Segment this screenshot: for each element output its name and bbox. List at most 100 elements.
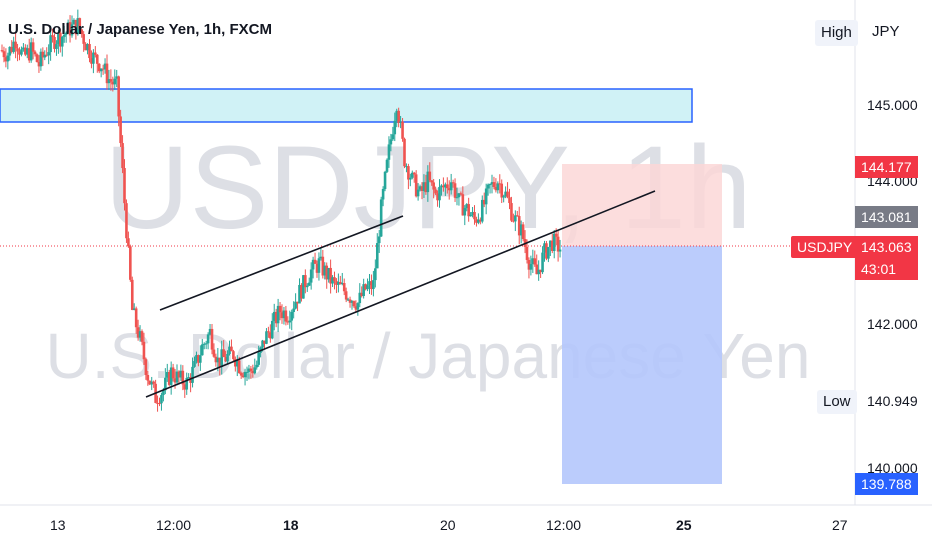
position-stop-zone[interactable] — [562, 164, 722, 246]
candle-body — [22, 47, 25, 50]
candle-body — [550, 240, 554, 251]
candle-body — [43, 54, 47, 58]
candle-body — [294, 301, 297, 309]
candle-body — [482, 199, 486, 205]
candle-body — [455, 197, 459, 199]
candle-body — [183, 384, 187, 390]
candle-body — [206, 334, 210, 344]
candle-body — [202, 343, 206, 345]
position-target-zone[interactable] — [562, 246, 722, 484]
currency-button[interactable]: JPY — [866, 18, 906, 46]
candle-body — [418, 186, 422, 190]
candle-body — [237, 360, 241, 374]
candle-body — [309, 269, 313, 283]
candle-body — [410, 172, 414, 178]
candle-body — [405, 166, 408, 168]
candle-body — [510, 203, 513, 221]
candle-body — [164, 377, 167, 391]
candle-body — [453, 183, 457, 198]
candle-body — [535, 264, 539, 275]
candle-body — [331, 277, 334, 284]
candle-body — [366, 285, 369, 290]
candle-body — [193, 361, 196, 367]
time-tick: 25 — [676, 517, 692, 533]
candle-body — [364, 284, 367, 290]
candle-body — [150, 381, 154, 385]
candle-body — [228, 346, 231, 354]
candle-body — [356, 303, 360, 310]
candle-body — [323, 265, 327, 276]
candle-body — [235, 360, 239, 367]
candle-body — [253, 367, 257, 374]
candle-body — [500, 183, 504, 198]
candle-body — [311, 259, 315, 270]
candle-body — [354, 306, 358, 310]
candle-body — [263, 340, 266, 344]
candle-body — [230, 346, 233, 352]
candle-body — [27, 48, 31, 61]
candle-body — [547, 247, 550, 259]
candle-body — [107, 79, 111, 84]
candle-body — [457, 193, 461, 198]
candle-body — [484, 188, 488, 205]
candle-body — [370, 281, 373, 290]
channel-upper-line[interactable] — [159, 215, 404, 311]
stop-price-marker: 144.177 — [855, 156, 918, 178]
candle-body — [241, 375, 245, 378]
candle-body — [329, 267, 332, 284]
candle-body — [55, 44, 58, 49]
candle-body — [167, 372, 171, 385]
bar-countdown: 43:01 — [861, 261, 897, 277]
candle-body — [480, 199, 484, 222]
candle-body — [232, 351, 235, 360]
candle-body — [162, 390, 165, 396]
candle-body — [414, 174, 418, 197]
candle-body — [175, 371, 179, 383]
candle-body — [519, 224, 523, 236]
candle-body — [428, 171, 432, 181]
candle-body — [298, 284, 301, 304]
high-label: High — [815, 20, 858, 46]
candle-body — [449, 182, 453, 191]
candle-body — [358, 292, 362, 304]
candle-body — [461, 194, 465, 216]
resistance-zone[interactable] — [0, 88, 693, 123]
candle-body — [315, 263, 319, 273]
candle-body — [109, 79, 113, 82]
candle-body — [185, 377, 189, 390]
candle-body — [66, 22, 70, 33]
channel-lower-line[interactable] — [145, 190, 656, 398]
candle-body — [257, 352, 260, 365]
candle-body — [76, 18, 80, 35]
candle-body — [445, 184, 449, 189]
candle-body — [129, 246, 132, 280]
candle-body — [265, 331, 268, 344]
candle-body — [512, 220, 515, 222]
candle-body — [4, 57, 8, 62]
candle-body — [86, 44, 89, 51]
candle-body — [383, 171, 387, 190]
candle-body — [249, 368, 253, 371]
candle-body — [426, 171, 430, 193]
candle-body — [504, 191, 507, 197]
candle-body — [302, 275, 305, 299]
candle-body — [136, 327, 140, 338]
candle-body — [430, 180, 434, 183]
candle-body — [210, 328, 214, 350]
time-tick: 20 — [440, 517, 456, 533]
candle-body — [88, 44, 91, 59]
candle-body — [111, 81, 115, 85]
candle-body — [105, 63, 109, 84]
candle-body — [401, 121, 404, 139]
candle-body — [269, 332, 272, 339]
candle-body — [177, 371, 181, 378]
candle-body — [156, 402, 159, 404]
candle-body — [127, 238, 130, 247]
candle-body — [494, 186, 498, 191]
candle-body — [255, 364, 259, 368]
candle-body — [138, 331, 142, 338]
candle-body — [558, 249, 562, 252]
candle-body — [459, 193, 463, 195]
